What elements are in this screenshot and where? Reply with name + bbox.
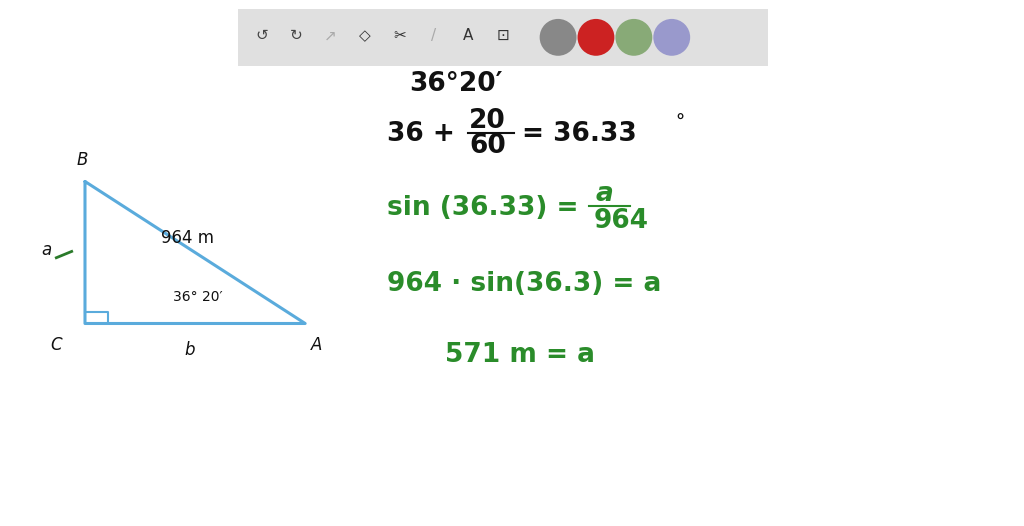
Text: 964 m: 964 m — [161, 229, 214, 247]
Text: 36 +: 36 + — [387, 121, 464, 147]
Text: ✂: ✂ — [393, 28, 406, 43]
Text: 964: 964 — [594, 208, 649, 234]
Ellipse shape — [578, 19, 614, 56]
Text: ↻: ↻ — [290, 28, 302, 43]
Text: ⊡: ⊡ — [497, 28, 509, 43]
Text: 20: 20 — [469, 108, 506, 134]
Ellipse shape — [615, 19, 652, 56]
Text: 571 m = a: 571 m = a — [445, 342, 595, 368]
Text: C: C — [50, 336, 61, 353]
Text: 36° 20′: 36° 20′ — [173, 290, 222, 304]
Ellipse shape — [540, 19, 577, 56]
Text: a: a — [41, 241, 51, 259]
Text: = 36.33: = 36.33 — [522, 121, 637, 147]
Text: 964 · sin(36.3) = a: 964 · sin(36.3) = a — [387, 271, 662, 297]
Text: B: B — [76, 151, 88, 169]
Bar — [238, 9, 768, 66]
Text: °: ° — [676, 114, 685, 132]
Text: ◇: ◇ — [358, 28, 371, 43]
Text: sin (36.33) =: sin (36.33) = — [387, 195, 588, 221]
Text: 36°20′: 36°20′ — [410, 71, 503, 97]
Text: /: / — [430, 28, 436, 43]
Text: b: b — [184, 341, 195, 359]
Text: a: a — [595, 180, 613, 207]
Text: ↺: ↺ — [256, 28, 268, 43]
Text: A: A — [463, 28, 473, 43]
Text: ↗: ↗ — [324, 28, 336, 43]
Text: 60: 60 — [469, 133, 506, 159]
Ellipse shape — [653, 19, 690, 56]
Text: A: A — [311, 336, 323, 353]
